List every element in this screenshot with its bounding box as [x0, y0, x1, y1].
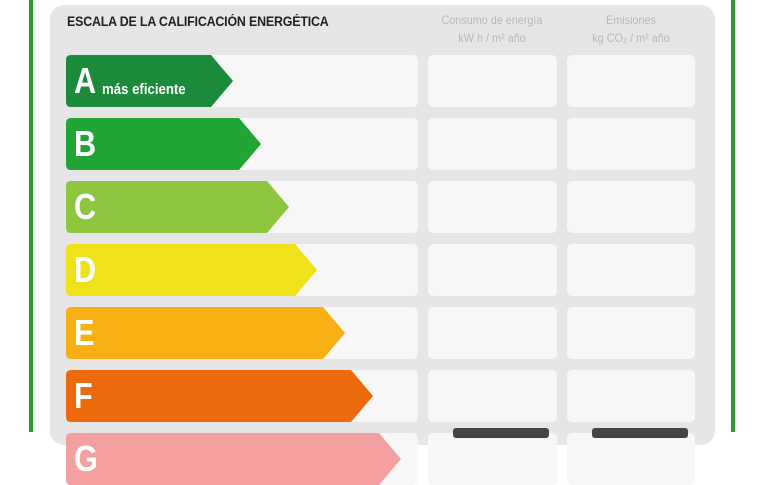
consumption-header: Consumo de energía kW h / m² año	[434, 11, 551, 47]
consumption-cell	[428, 55, 557, 107]
emissions-cell	[567, 433, 695, 485]
arrow-shape	[66, 433, 401, 485]
arrow-shape	[66, 55, 233, 107]
rating-letter: E	[74, 312, 95, 353]
rating-arrow-f: F	[66, 370, 373, 422]
emissions-header: Emisiones kg CO₂ / m² año	[573, 11, 690, 47]
rating-letter: A	[74, 60, 97, 101]
arrow-shape	[66, 181, 289, 233]
frame-border-right	[731, 0, 735, 432]
consumption-value-box	[453, 428, 549, 438]
consumption-cell	[428, 370, 557, 422]
arrow-shape	[66, 244, 317, 296]
emissions-cell	[567, 181, 695, 233]
emissions-cell	[567, 244, 695, 296]
rating-arrow-c: C	[66, 181, 289, 233]
arrow-shape	[66, 370, 373, 422]
emissions-cell	[567, 370, 695, 422]
frame-border-left	[29, 0, 33, 432]
emissions-label: Emisiones	[606, 13, 656, 27]
rating-sublabel: más eficiente	[102, 81, 186, 98]
rating-letter: D	[74, 249, 97, 290]
emissions-value-box	[592, 428, 688, 438]
rating-letter: F	[74, 375, 93, 416]
consumption-cell	[428, 307, 557, 359]
rating-arrow-d: D	[66, 244, 317, 296]
arrow-shape	[66, 118, 261, 170]
arrow-shape	[66, 307, 345, 359]
scale-title: ESCALA DE LA CALIFICACIÓN ENERGÉTICA	[67, 14, 329, 29]
rating-arrow-g: G	[66, 433, 401, 485]
rating-letter: G	[74, 438, 98, 479]
rating-letter: B	[74, 123, 97, 164]
emissions-cell	[567, 307, 695, 359]
emissions-unit: kg CO₂ / m² año	[592, 31, 670, 45]
consumption-label: Consumo de energía	[441, 13, 543, 27]
rating-arrow-b: B	[66, 118, 261, 170]
rating-arrow-e: E	[66, 307, 345, 359]
consumption-cell	[428, 181, 557, 233]
consumption-cell	[428, 118, 557, 170]
emissions-cell	[567, 55, 695, 107]
consumption-cell	[428, 244, 557, 296]
emissions-cell	[567, 118, 695, 170]
consumption-cell	[428, 433, 557, 485]
rating-letter: C	[74, 186, 97, 227]
consumption-unit: kW h / m² año	[458, 31, 526, 45]
